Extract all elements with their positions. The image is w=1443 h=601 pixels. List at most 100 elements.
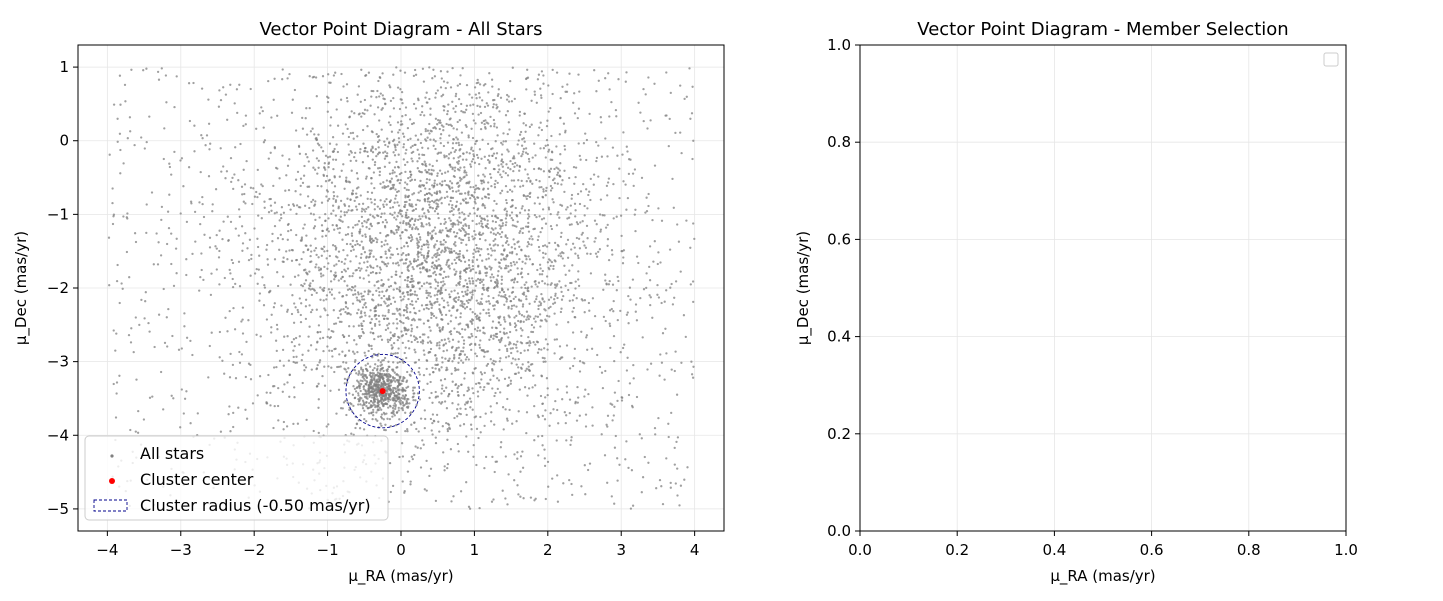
star-point bbox=[663, 378, 666, 381]
star-point bbox=[438, 344, 441, 347]
star-point bbox=[294, 361, 297, 364]
star-point bbox=[519, 366, 523, 369]
star-point bbox=[468, 93, 471, 96]
star-point bbox=[491, 154, 494, 157]
star-point bbox=[619, 214, 623, 217]
star-point bbox=[455, 368, 458, 371]
star-point bbox=[140, 298, 143, 302]
star-point bbox=[410, 330, 413, 333]
star-point bbox=[346, 267, 350, 270]
star-point bbox=[168, 165, 172, 169]
star-point bbox=[505, 93, 509, 97]
star-point bbox=[436, 284, 440, 287]
star-point bbox=[361, 202, 365, 205]
star-point bbox=[292, 360, 295, 364]
star-point bbox=[482, 388, 485, 392]
star-point bbox=[554, 286, 557, 289]
star-point bbox=[520, 179, 523, 183]
star-point bbox=[473, 191, 476, 194]
star-point bbox=[419, 141, 423, 145]
star-point bbox=[586, 348, 589, 351]
star-point bbox=[249, 87, 252, 91]
star-point bbox=[567, 288, 570, 292]
star-point bbox=[522, 122, 525, 125]
star-point bbox=[478, 319, 482, 322]
star-point bbox=[438, 190, 441, 193]
star-point bbox=[267, 157, 270, 160]
star-point bbox=[577, 256, 580, 260]
star-point bbox=[475, 279, 478, 282]
star-point bbox=[625, 208, 628, 211]
star-point bbox=[478, 270, 481, 273]
star-point bbox=[509, 168, 512, 171]
star-point bbox=[642, 288, 646, 291]
star-point bbox=[369, 365, 372, 368]
star-point bbox=[382, 205, 386, 209]
star-point bbox=[286, 223, 290, 227]
star-point bbox=[369, 252, 372, 255]
star-point bbox=[515, 261, 518, 264]
star-point bbox=[571, 364, 575, 368]
star-point bbox=[483, 218, 487, 221]
star-point bbox=[577, 270, 580, 273]
star-point bbox=[613, 391, 617, 394]
star-point bbox=[395, 373, 398, 376]
star-point bbox=[377, 352, 380, 356]
star-point bbox=[293, 302, 296, 305]
star-point bbox=[352, 404, 355, 408]
star-point bbox=[616, 275, 619, 279]
star-point bbox=[491, 320, 495, 323]
star-point bbox=[593, 314, 597, 318]
star-point bbox=[278, 177, 281, 180]
star-point bbox=[299, 313, 302, 317]
star-point bbox=[669, 91, 672, 95]
star-point bbox=[521, 303, 525, 306]
star-point bbox=[412, 223, 416, 226]
star-point bbox=[428, 200, 432, 204]
star-point bbox=[366, 109, 369, 112]
star-point bbox=[505, 255, 508, 258]
star-point bbox=[568, 299, 571, 302]
star-point bbox=[231, 176, 234, 180]
star-point bbox=[660, 485, 663, 488]
star-point bbox=[513, 322, 517, 325]
star-point bbox=[457, 189, 460, 192]
star-point bbox=[343, 187, 346, 190]
star-point bbox=[370, 396, 374, 399]
star-point bbox=[304, 305, 308, 308]
star-point bbox=[119, 172, 122, 175]
star-point bbox=[464, 407, 467, 411]
star-point bbox=[445, 122, 448, 126]
star-point bbox=[384, 239, 387, 242]
star-point bbox=[468, 280, 471, 283]
star-point bbox=[217, 105, 221, 108]
star-point bbox=[515, 215, 519, 218]
star-point bbox=[381, 221, 385, 224]
star-point bbox=[500, 153, 504, 156]
star-point bbox=[428, 396, 431, 400]
star-point bbox=[593, 219, 597, 222]
star-point bbox=[287, 229, 290, 233]
star-point bbox=[454, 110, 457, 114]
star-point bbox=[529, 341, 532, 345]
star-point bbox=[551, 178, 555, 182]
star-point bbox=[552, 267, 555, 271]
star-point bbox=[133, 232, 137, 235]
star-point bbox=[315, 136, 318, 140]
star-point bbox=[327, 230, 330, 233]
star-point bbox=[308, 270, 311, 273]
star-point bbox=[507, 473, 510, 476]
star-point bbox=[422, 266, 426, 269]
star-point bbox=[198, 289, 201, 292]
star-point bbox=[514, 161, 517, 165]
star-point bbox=[185, 273, 188, 277]
star-point bbox=[170, 394, 173, 397]
star-point bbox=[392, 322, 395, 325]
star-point bbox=[598, 365, 602, 369]
star-point bbox=[358, 382, 361, 385]
star-point bbox=[237, 208, 241, 211]
star-point bbox=[669, 481, 672, 485]
star-point bbox=[504, 258, 507, 261]
star-point bbox=[518, 165, 522, 169]
star-point bbox=[350, 209, 353, 212]
